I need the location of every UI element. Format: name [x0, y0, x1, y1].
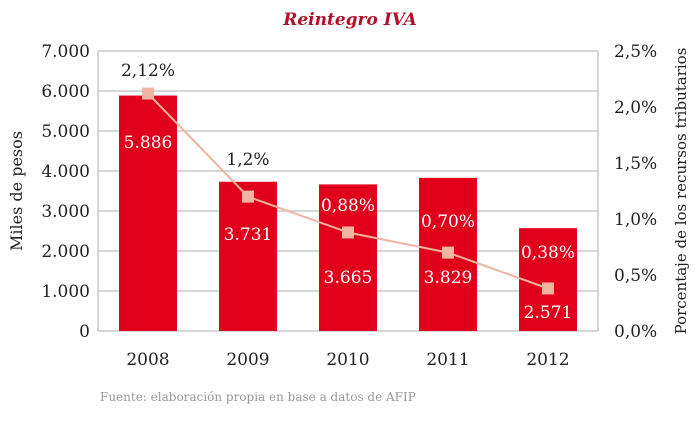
- percent-value-label: 0,38%: [521, 243, 575, 263]
- y2-tick-label: 2,5%: [614, 42, 657, 62]
- y-tick-label: 6.000: [41, 82, 90, 102]
- bar-value-label: 2.571: [524, 303, 573, 323]
- percent-marker: [342, 226, 354, 239]
- y-tick-label: 3.000: [41, 202, 90, 222]
- y-tick-label: 2.000: [41, 242, 90, 262]
- bar: [319, 184, 377, 331]
- y2-axis-label: Porcentaje de los recursos tributarios: [672, 48, 690, 335]
- x-tick-label: 2008: [126, 350, 169, 370]
- x-tick-label: 2011: [426, 350, 469, 370]
- y-tick-label: 1.000: [41, 282, 90, 302]
- bar: [219, 181, 277, 331]
- y-tick-label: 5.000: [41, 122, 90, 142]
- percent-value-label: 2,12%: [121, 61, 175, 81]
- percent-marker: [142, 87, 154, 100]
- percent-marker: [542, 282, 554, 295]
- bar-value-label: 3.665: [324, 268, 373, 288]
- bar: [119, 95, 177, 331]
- percent-value-label: 0,70%: [421, 212, 475, 232]
- bar-value-label: 5.886: [124, 133, 173, 153]
- percent-value-label: 0,88%: [321, 196, 375, 216]
- percent-marker: [442, 246, 454, 259]
- percent-marker: [242, 190, 254, 203]
- y-axis-label: Miles de pesos: [7, 131, 26, 251]
- bar-value-label: 3.829: [424, 268, 473, 288]
- x-tick-label: 2009: [226, 350, 269, 370]
- chart-title: Reintegro IVA: [282, 10, 417, 30]
- source-note: Fuente: elaboración propia en base a dat…: [100, 390, 416, 404]
- x-tick-label: 2010: [326, 350, 369, 370]
- y-tick-label: 4.000: [41, 162, 90, 182]
- y2-tick-label: 1,5%: [614, 154, 657, 174]
- bar: [519, 228, 577, 331]
- bar-value-label: 3.731: [224, 225, 273, 245]
- y-tick-label: 7.000: [41, 42, 90, 62]
- y-tick-label: 0: [79, 322, 90, 342]
- x-tick-label: 2012: [526, 350, 569, 370]
- y2-tick-label: 0,0%: [614, 322, 657, 342]
- y2-tick-label: 2,0%: [614, 98, 657, 118]
- y2-tick-label: 1,0%: [614, 210, 657, 230]
- percent-value-label: 1,2%: [226, 150, 269, 170]
- y2-tick-label: 0,5%: [614, 266, 657, 286]
